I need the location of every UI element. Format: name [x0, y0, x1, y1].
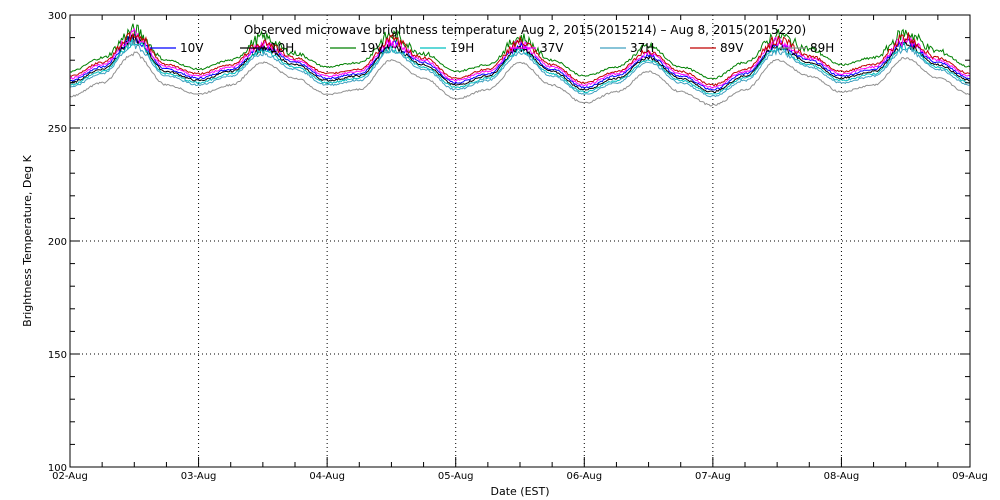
- x-tick-label: 06-Aug: [566, 471, 602, 482]
- legend-label-19h: 19H: [450, 41, 474, 55]
- legend-label-10v: 10V: [180, 41, 204, 55]
- y-axis: 100 150 200 250 300: [48, 11, 970, 474]
- legend-label-37v: 37V: [540, 41, 564, 55]
- x-tick-label: 03-Aug: [181, 471, 217, 482]
- legend-label-19v: 19V: [360, 41, 384, 55]
- chart-title: Observed microwave brightness temperatur…: [244, 23, 806, 37]
- series-line-89v: [69, 32, 971, 87]
- x-tick-label: 09-Aug: [952, 471, 988, 482]
- x-tick-label: 02-Aug: [52, 471, 88, 482]
- x-tick-label: 08-Aug: [824, 471, 860, 482]
- x-tick-label: 05-Aug: [438, 471, 474, 482]
- series-line-37v: [69, 27, 971, 89]
- x-tick-label: 04-Aug: [309, 471, 345, 482]
- grid: [70, 15, 970, 467]
- y-tick-label: 300: [48, 11, 67, 22]
- y-tick-label: 250: [48, 124, 67, 135]
- x-axis-title: Date (EST): [490, 485, 549, 498]
- legend: 10V 10H 19V 19H 37V 37H 89V 89H: [150, 41, 834, 55]
- legend-label-89v: 89V: [720, 41, 744, 55]
- legend-label-37h: 37H: [630, 41, 654, 55]
- x-tick-label: 07-Aug: [695, 471, 731, 482]
- y-axis-title: Brightness Temperature, Deg K: [21, 154, 34, 326]
- series-line-10h: [69, 34, 971, 93]
- y-tick-label: 150: [48, 350, 67, 361]
- plot-area: [70, 15, 970, 467]
- series-line-89h: [69, 51, 971, 107]
- y-tick-label: 200: [48, 237, 67, 248]
- series-line-37h: [69, 40, 971, 98]
- x-axis: 02-Aug 03-Aug 04-Aug 05-Aug 06-Aug 07-Aug 08-A…: [52, 15, 988, 482]
- legend-label-89h: 89H: [810, 41, 834, 55]
- legend-label-10h: 10H: [270, 41, 294, 55]
- series-line-19v: [69, 23, 971, 80]
- series-line-19h: [69, 38, 971, 95]
- y-tick-label: 100: [48, 463, 67, 474]
